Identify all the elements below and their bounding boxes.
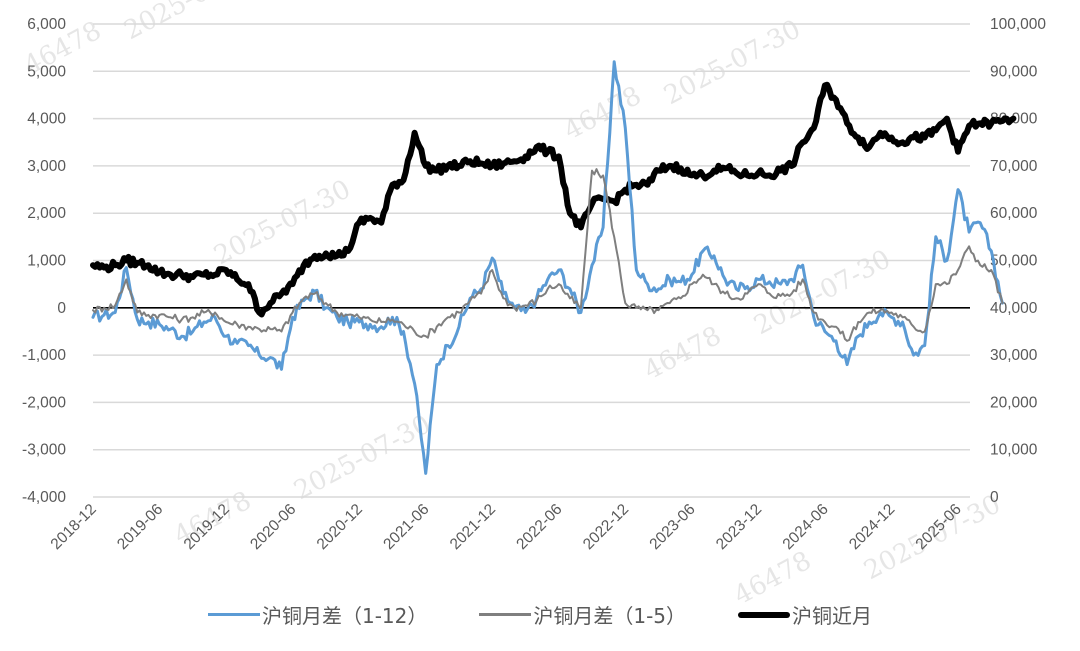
- x-axis-tick-label: 2021-12: [447, 501, 499, 553]
- left-axis-tick-label: 6,000: [27, 16, 66, 33]
- x-axis-tick-label: 2022-12: [580, 501, 632, 553]
- right-axis-tick-label: 20,000: [990, 394, 1038, 411]
- x-axis-tick-label: 2024-06: [780, 501, 832, 553]
- x-axis-tick-label: 2023-12: [713, 501, 765, 553]
- left-axis-tick-label: 2,000: [27, 205, 66, 222]
- legend-label: 沪铜月差（1-12）: [261, 604, 428, 628]
- x-axis-tick-label: 2020-12: [314, 501, 366, 553]
- right-axis-tick-label: 100,000: [990, 16, 1046, 33]
- right-axis-tick-label: 70,000: [990, 158, 1038, 175]
- watermark-text: 2025-07-30: [289, 409, 435, 506]
- series-layer: [90, 60, 1017, 475]
- legend: 沪铜月差（1-12） 沪铜月差（1-5） 沪铜近月: [0, 600, 1080, 629]
- series-line-spread-1-5: [92, 168, 1004, 342]
- right-axis-tick-label: 50,000: [990, 253, 1038, 270]
- series-line-spread-1-12: [91, 60, 1004, 475]
- series-line-near-month: [90, 81, 1017, 318]
- x-axis-tick-label: 2023-06: [646, 501, 698, 553]
- left-axis-tick-label: -4,000: [22, 489, 66, 506]
- legend-item-spread-1-5: 沪铜月差（1-5）: [479, 600, 686, 629]
- right-axis-tick-label: 0: [990, 489, 999, 506]
- watermark-text: 2025-07-30: [119, 0, 265, 46]
- watermark-text: 46478: [639, 321, 726, 386]
- left-axis-tick-label: -2,000: [22, 394, 66, 411]
- legend-label: 沪铜月差（1-5）: [533, 604, 687, 628]
- right-y-axis: 0 10,000 20,000 30,000 40,000 50,000 60,000 70,…: [990, 16, 1046, 506]
- x-axis-tick-label: 2018-12: [48, 501, 100, 553]
- left-axis-tick-label: 4,000: [27, 111, 66, 128]
- legend-item-near-month: 沪铜近月: [738, 600, 872, 629]
- left-axis-tick-label: 3,000: [27, 158, 66, 175]
- left-axis-tick-label: -3,000: [22, 442, 66, 459]
- right-axis-tick-label: 60,000: [990, 205, 1038, 222]
- x-axis-tick-label: 2021-06: [380, 501, 432, 553]
- legend-swatch-blue-line-icon: [207, 613, 260, 616]
- left-axis-tick-label: -1,000: [22, 347, 66, 364]
- gridlines: [93, 23, 970, 498]
- right-axis-tick-label: 40,000: [990, 300, 1038, 317]
- x-axis-tick-label: 2019-06: [114, 501, 166, 553]
- right-axis-tick-label: 90,000: [990, 63, 1038, 80]
- x-axis-tick-label: 2020-06: [247, 501, 299, 553]
- watermark-text: 2025-07-30: [659, 14, 805, 111]
- right-axis-tick-label: 30,000: [990, 347, 1038, 364]
- legend-swatch-black-line-icon: [738, 611, 791, 618]
- left-axis-tick-label: 5,000: [27, 63, 66, 80]
- x-axis-tick-label: 2022-06: [513, 501, 565, 553]
- watermark-text: 46478: [559, 81, 646, 146]
- legend-item-spread-1-12: 沪铜月差（1-12）: [207, 600, 428, 629]
- right-axis-tick-label: 10,000: [990, 442, 1038, 459]
- left-axis-tick-label: 0: [57, 300, 66, 317]
- legend-label: 沪铜近月: [792, 604, 873, 628]
- left-axis-tick-label: 1,000: [27, 253, 66, 270]
- legend-swatch-gray-line-icon: [479, 613, 532, 616]
- left-y-axis: -4,000 -3,000 -2,000 -1,000 0 1,000 2,000 3,000…: [22, 16, 66, 506]
